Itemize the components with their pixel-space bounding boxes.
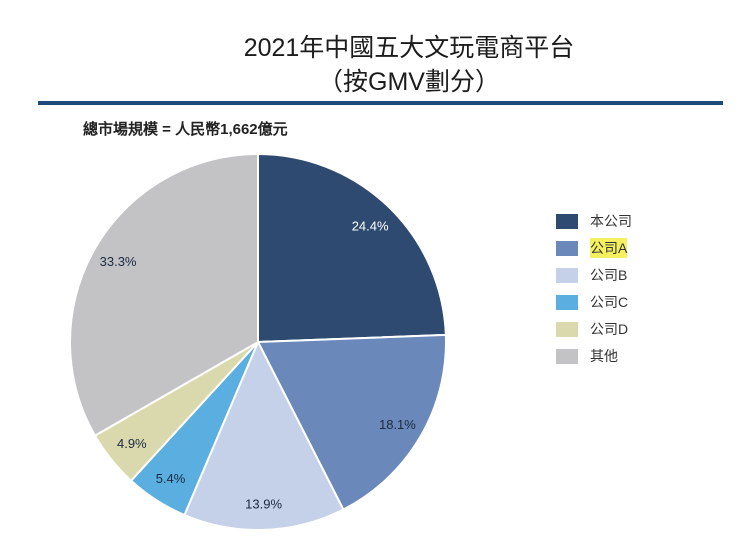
legend-label: 公司A: [590, 238, 628, 258]
legend-label: 公司D: [590, 321, 629, 337]
legend-item: 公司A: [556, 238, 628, 258]
slice-label: 18.1%: [379, 417, 416, 432]
legend-item: 本公司: [556, 211, 632, 231]
legend-swatch: [556, 267, 578, 283]
market-size-note: 總市場規模 = 人民幣1,662億元: [83, 121, 288, 138]
slice-label: 5.4%: [156, 471, 186, 486]
legend-item: 公司D: [556, 319, 628, 339]
legend-label: 本公司: [590, 213, 632, 229]
legend-swatch: [556, 294, 578, 310]
pie-slice-5: [69, 152, 259, 438]
legend-swatch: [556, 321, 578, 337]
legend-swatch: [556, 213, 578, 229]
pie-slice-1: [256, 333, 447, 511]
legend-label: 公司C: [590, 294, 629, 310]
legend-item: 公司C: [556, 292, 628, 312]
slice-label: 4.9%: [117, 436, 147, 451]
legend-label: 公司B: [590, 267, 628, 283]
legend-item: 其他: [556, 346, 618, 366]
legend-item: 公司B: [556, 265, 627, 285]
slice-label: 13.9%: [245, 497, 282, 512]
pie-slice-2: [183, 339, 345, 531]
legend-label: 其他: [590, 348, 618, 364]
title-divider: [38, 101, 723, 105]
chart-subtitle: （按GMV劃分）: [318, 68, 500, 96]
legend-swatch: [556, 348, 578, 364]
legend-swatch: [556, 240, 578, 256]
slice-label: 33.3%: [100, 254, 137, 269]
chart-title: 2021年中國五大文玩電商平台: [243, 34, 575, 62]
slice-label: 24.4%: [352, 219, 389, 234]
pie-slice-0: [257, 152, 447, 344]
